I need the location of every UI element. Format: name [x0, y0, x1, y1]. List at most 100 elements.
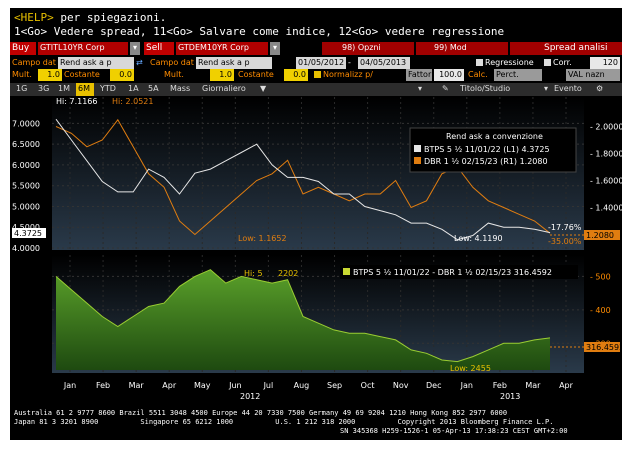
dbr-series-line	[55, 118, 551, 236]
spread-current-value: 316.4592	[586, 343, 622, 352]
calc-select[interactable]: Perct.	[494, 69, 542, 81]
right-axis-tick-label: - 1.8000	[590, 150, 622, 159]
field1-select[interactable]: Rend ask a p	[58, 57, 134, 69]
month-tick-label: Aug	[294, 381, 310, 390]
correlation-toggle[interactable]: Corr.	[544, 57, 584, 69]
dbr-high-label: Hi: 2.0521	[112, 97, 153, 106]
tab-3g[interactable]: 3G	[38, 84, 50, 93]
correlation-checkbox[interactable]	[544, 59, 551, 66]
chart-type-dropdown-icon[interactable]: ▾	[418, 84, 423, 93]
mult2-label: Mult.	[164, 70, 184, 79]
date-from-input[interactable]: 01/05/2012	[296, 57, 346, 69]
lower-legend	[340, 265, 578, 279]
frequency-select[interactable]: Giornaliero	[202, 84, 246, 93]
toolbar-multipliers: Mult. 1.0 Costante 0.0 Mult. 1.0 Costant…	[10, 69, 622, 81]
dbr-current-tag	[584, 230, 620, 240]
month-tick-label: Mar	[129, 381, 145, 390]
spread-legend-swatch[interactable]	[343, 268, 350, 275]
dbr-low-label: Low: 1.1652	[238, 234, 287, 243]
normalize-toggle[interactable]: Normalizz p/	[314, 69, 404, 81]
currency-select[interactable]: VAL nazn	[566, 69, 620, 81]
spread-line	[55, 269, 551, 363]
buy-ticker-dropdown-icon[interactable]: ▾	[130, 42, 140, 55]
tab-1m[interactable]: 1M	[58, 84, 70, 93]
spread-axis-tick-label: - 500	[590, 272, 611, 281]
correlation-label: Corr.	[553, 58, 572, 67]
footer-session-line: SN 345368 H259-1526-1 05-Apr-13 17:38:23…	[340, 427, 568, 435]
sell-button[interactable]: Sell	[144, 42, 174, 55]
right-axis-tick-label: - 1.6000	[590, 177, 622, 186]
sell-ticker-dropdown-icon[interactable]: ▾	[270, 42, 280, 55]
normalize-checkbox[interactable]	[314, 71, 321, 78]
dbr-legend-swatch[interactable]	[414, 157, 421, 164]
calc-label: Calc.	[468, 70, 488, 79]
upper-legend	[409, 127, 577, 173]
sell-ticker-field[interactable]: GTDEM10YR Corp	[176, 42, 268, 55]
tab-1a[interactable]: 1A	[128, 84, 139, 93]
buy-ticker-field[interactable]: GTITL10YR Corp	[38, 42, 128, 55]
pencil-icon[interactable]: ✎	[442, 84, 449, 93]
month-tick-label: Apr	[559, 381, 574, 390]
tab-6m[interactable]: 6M	[76, 83, 94, 96]
factor-input[interactable]: 100.0	[434, 69, 464, 81]
spread-chart: 7.0000 6.5000 6.0000 5.5000 5.0000 4.5000 4.00…	[12, 97, 622, 401]
mult2-input[interactable]: 1.0	[210, 69, 234, 81]
frequency-dropdown-icon[interactable]: ▼	[260, 84, 267, 93]
const1-input[interactable]: 0.0	[110, 69, 134, 81]
tab-ytd[interactable]: YTD	[100, 84, 116, 93]
buy-button[interactable]: Buy	[10, 42, 36, 55]
month-tick-label: Feb	[493, 381, 507, 390]
title-study-button[interactable]: Titolo/Studio	[460, 84, 511, 93]
footer-contacts-line2: Japan 81 3 3201 8900 Singapore 65 6212 1…	[14, 418, 554, 426]
year-label-2012: 2012	[240, 392, 260, 401]
tab-1g[interactable]: 1G	[16, 84, 28, 93]
regression-label: Regressione	[485, 58, 534, 67]
month-tick-label: Dec	[426, 381, 441, 390]
const2-label: Costante	[238, 70, 274, 79]
event-button[interactable]: Evento	[554, 84, 582, 93]
help-text: per spiegazioni.	[53, 11, 167, 24]
bloomberg-terminal-window: <HELP> per spiegazioni. 1<Go> Vedere spr…	[10, 8, 622, 440]
month-tick-label: Jan	[460, 381, 473, 390]
swap-icon[interactable]: ⇄	[136, 58, 143, 67]
tab-max[interactable]: Mass	[170, 84, 191, 93]
dbr-change-label: -35.00%	[548, 237, 582, 246]
toolbar-securities: Buy GTITL10YR Corp ▾ Sell GTDEM10YR Corp…	[10, 42, 622, 55]
spread-high-label-2: 2202	[278, 269, 298, 278]
left-axis-tick-label: 5.5000	[12, 182, 40, 191]
correlation-window-input[interactable]: 120	[590, 57, 620, 69]
dbr-current-value: 1.2080	[586, 231, 614, 240]
date-separator: -	[348, 58, 351, 67]
btp-legend-swatch[interactable]	[414, 145, 421, 152]
const1-label: Costante	[64, 70, 100, 79]
regression-checkbox[interactable]	[476, 59, 483, 66]
modify-menu-button[interactable]: 99) Mod	[416, 42, 508, 55]
help-key[interactable]: <HELP>	[14, 11, 54, 24]
btp-high-label: Hi: 7.1166	[56, 97, 97, 106]
regression-toggle[interactable]: Regressione	[476, 57, 542, 69]
normalize-label: Normalizz p/	[323, 70, 373, 79]
btp-legend-label: BTPS 5 ½ 11/01/22 (L1) 4.3725	[424, 145, 550, 154]
month-tick-label: Oct	[361, 381, 375, 390]
month-tick-label: Jun	[228, 381, 242, 390]
month-tick-label: Feb	[96, 381, 110, 390]
left-axis-tick-label: 4.0000	[12, 244, 40, 253]
month-tick-label: Nov	[393, 381, 409, 390]
right-axis-tick-label: - 1.4000	[590, 204, 622, 213]
left-axis-tick-label: 7.0000	[12, 119, 40, 128]
event-dropdown-icon[interactable]: ▾	[544, 84, 549, 93]
const2-input[interactable]: 0.0	[284, 69, 308, 81]
tab-5a[interactable]: 5A	[148, 84, 159, 93]
options-menu-button[interactable]: 98) Opzni	[322, 42, 414, 55]
spread-high-label: Hi: 5	[244, 269, 263, 278]
btp-current-tag	[12, 228, 46, 238]
spread-low-label: Low: 2455	[450, 364, 491, 373]
month-tick-label: Jan	[63, 381, 76, 390]
mult1-input[interactable]: 1.0	[38, 69, 62, 81]
left-axis-tick-label: 6.0000	[12, 161, 40, 170]
date-to-input[interactable]: 04/05/2013	[358, 57, 410, 69]
upper-legend-title: Rend ask a convenzione	[446, 132, 543, 141]
settings-gear-icon[interactable]: ⚙	[596, 84, 604, 93]
nav-command-line[interactable]: 1<Go> Vedere spread, 11<Go> Salvare come…	[14, 25, 505, 38]
field2-select[interactable]: Rend ask a p	[196, 57, 272, 69]
